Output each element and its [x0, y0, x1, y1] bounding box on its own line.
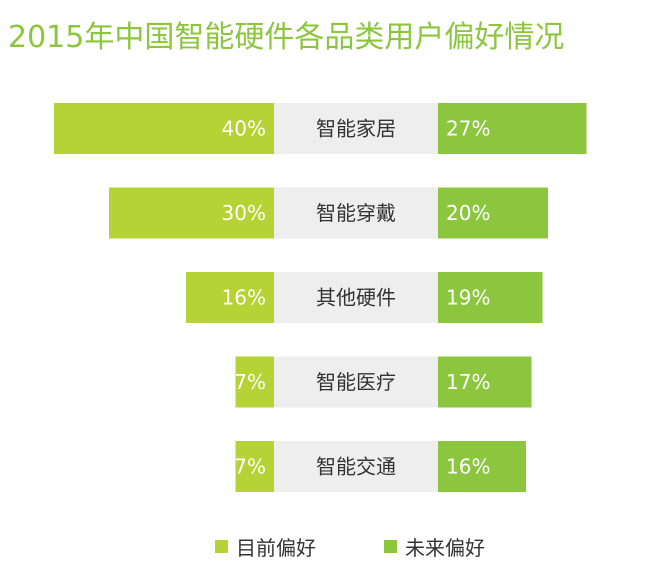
category-label: 智能医疗 [316, 370, 396, 394]
data-label-future: 19% [446, 286, 490, 310]
category-bg [274, 187, 438, 239]
data-label-current: 7% [234, 370, 266, 394]
data-label-current: 16% [222, 286, 266, 310]
bar-current [235, 441, 274, 492]
category-label: 其他硬件 [316, 286, 396, 310]
data-label-future: 17% [446, 370, 490, 394]
legend-item-future: 未来偏好 [384, 532, 485, 561]
bar-future [438, 356, 532, 408]
bar-future [438, 103, 587, 154]
category-bg [274, 356, 438, 408]
chart-title: 2015年中国智能硬件各品类用户偏好情况 [8, 20, 565, 55]
category-bg [274, 272, 438, 323]
bar-current [54, 103, 274, 154]
category-bg [274, 441, 438, 492]
legend-label-future: 未来偏好 [405, 536, 485, 560]
bar-future [438, 441, 526, 492]
data-label-current: 7% [234, 455, 266, 479]
category-label: 智能交通 [316, 455, 396, 479]
bar-current [186, 272, 274, 323]
legend-swatch-future [384, 540, 397, 553]
legend-swatch-current [215, 540, 228, 553]
legend: 目前偏好 未来偏好 [0, 532, 659, 560]
category-label: 智能家居 [316, 117, 396, 141]
data-label-current: 30% [222, 201, 266, 225]
data-label-future: 16% [446, 455, 490, 479]
legend-item-current: 目前偏好 [215, 532, 316, 561]
data-label-future: 27% [446, 117, 490, 141]
bar-future [438, 187, 548, 239]
bar-future [438, 272, 543, 323]
category-label: 智能穿戴 [316, 201, 396, 225]
legend-label-current: 目前偏好 [236, 536, 316, 560]
category-bg [274, 103, 438, 154]
bar-current [109, 187, 274, 239]
data-label-current: 40% [222, 117, 266, 141]
butterfly-bar-chart: 智能家居 40% 27% 智能穿戴 30% 20% 其他硬件 16% 19% 智能医疗 7% 17% 智… [54, 103, 587, 492]
data-label-future: 20% [446, 201, 490, 225]
bar-current [235, 356, 274, 408]
